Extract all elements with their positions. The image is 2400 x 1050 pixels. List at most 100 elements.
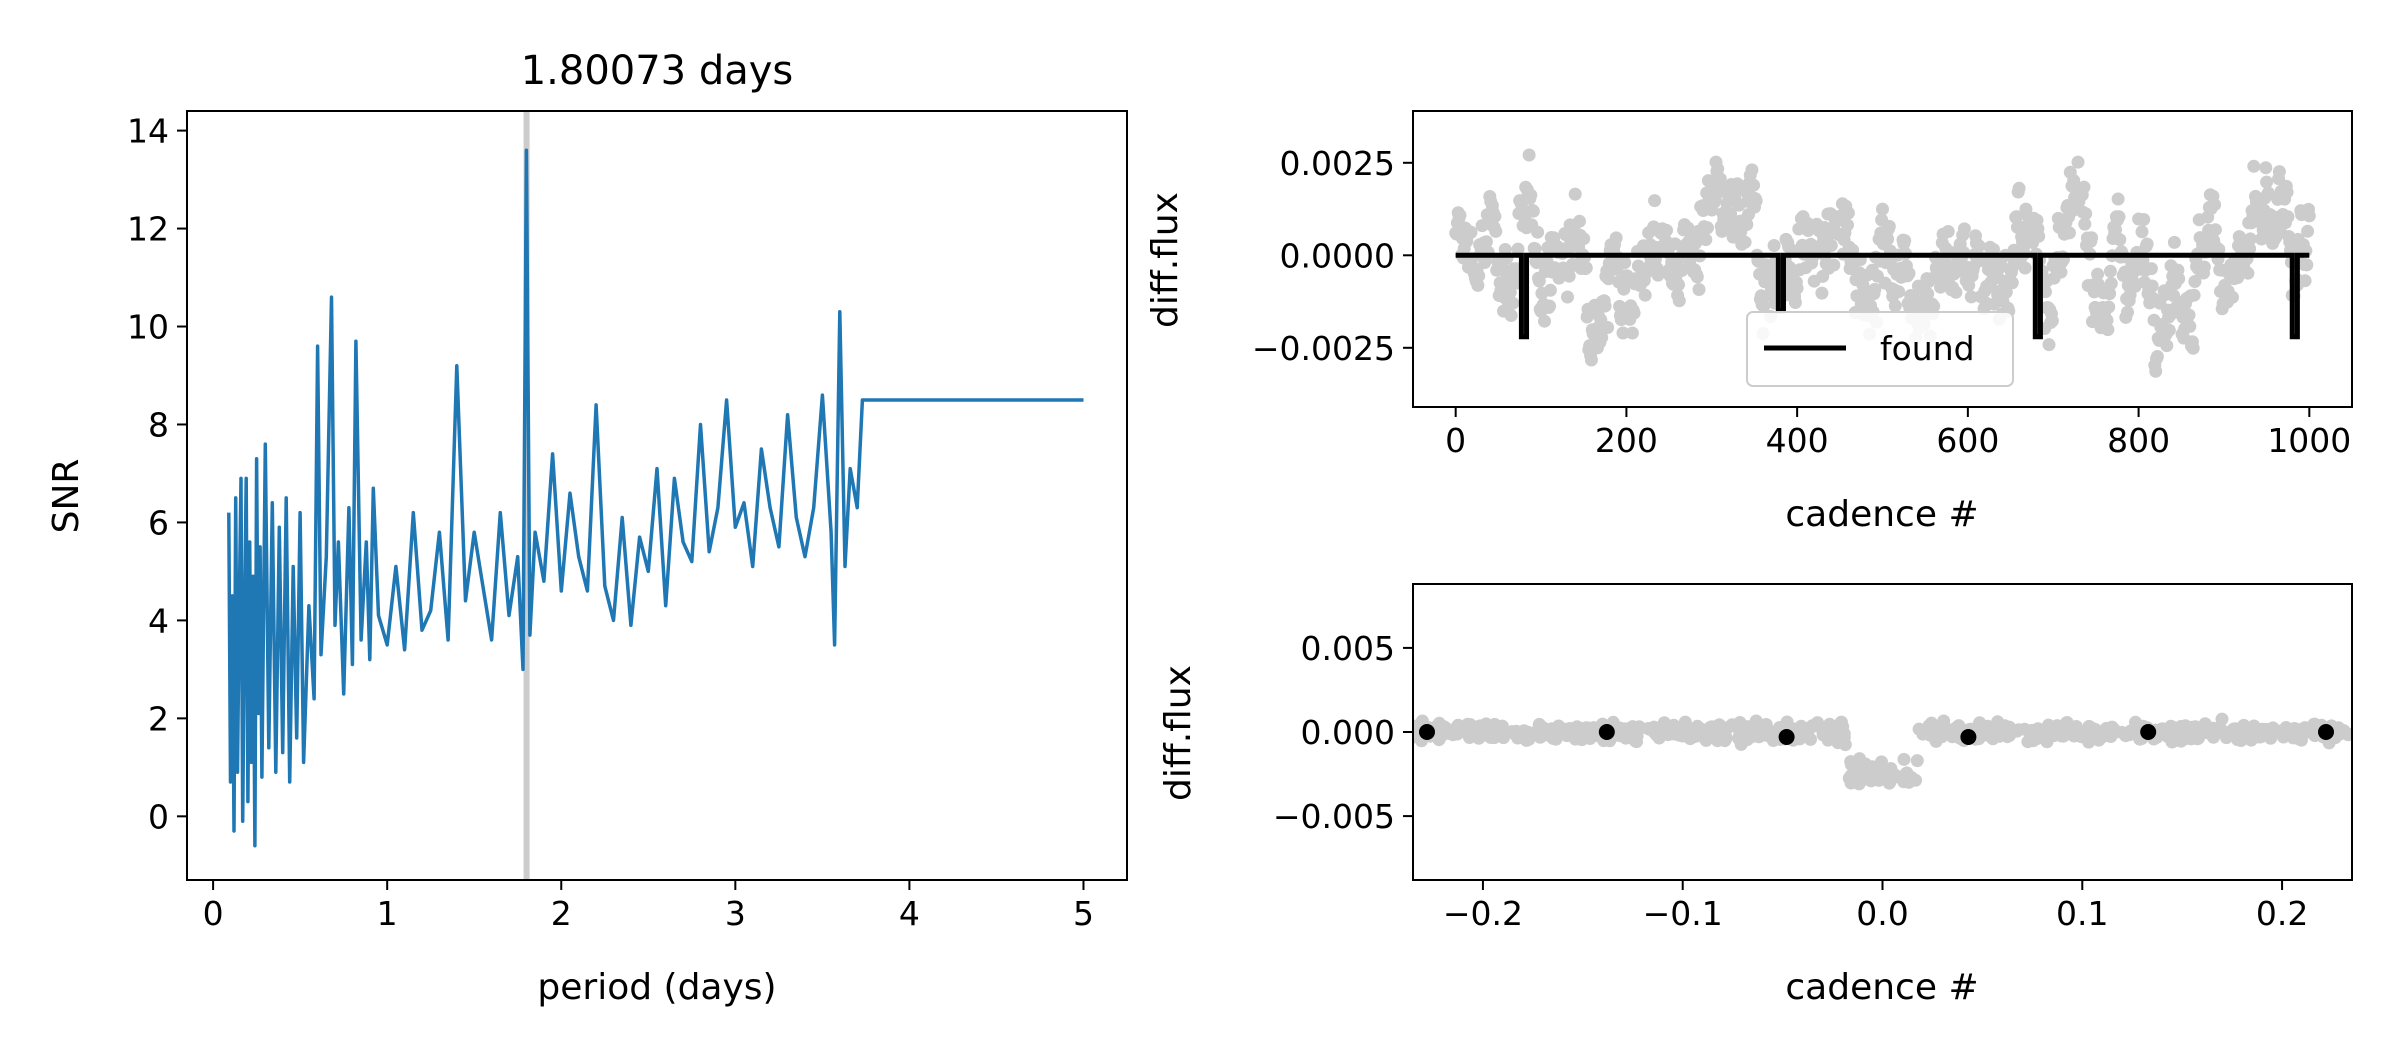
data-point <box>2177 726 2191 740</box>
data-point <box>2266 726 2280 740</box>
lightcurve-x-tick-label: 0 <box>1445 421 1466 460</box>
data-point <box>1543 283 1557 297</box>
data-point <box>1668 237 1682 251</box>
data-point <box>1981 723 1995 737</box>
data-point <box>1616 326 1630 340</box>
data-point <box>2085 231 2099 245</box>
lightcurve-x-tick-label: 800 <box>2107 421 2170 460</box>
data-point <box>2167 235 2181 249</box>
data-point <box>1511 242 1525 256</box>
folded-panel: −0.2 −0.1 0.0 0.1 0.2 0.005 0.000 −0.005 cadenc… <box>1158 583 2353 1008</box>
data-point <box>2208 198 2222 212</box>
folded-ticks: −0.2 −0.1 0.0 0.1 0.2 0.005 0.000 −0.005 <box>1273 629 2308 933</box>
data-point <box>2193 725 2207 739</box>
data-point <box>1528 242 1542 256</box>
data-point <box>2054 265 2068 279</box>
data-point <box>1598 299 1612 313</box>
data-point <box>1560 729 1574 743</box>
data-point <box>1531 225 1545 239</box>
periodogram-x-tick-label: 3 <box>725 894 746 933</box>
data-point <box>1552 719 1566 733</box>
data-point <box>1740 721 1754 735</box>
data-point <box>1638 288 1652 302</box>
periodogram-y-tick-label: 6 <box>148 503 169 542</box>
data-point <box>2240 730 2254 744</box>
lightcurve-panel: 0 200 400 600 800 1000 0.0025 0.0000 −0.0025 fou… <box>1145 110 2353 535</box>
folded-x-tick-label: −0.2 <box>1443 894 1523 933</box>
data-point <box>1711 162 1725 176</box>
data-point <box>1892 285 1906 299</box>
data-point <box>2298 274 2312 288</box>
data-point <box>1672 278 1685 292</box>
data-point <box>1532 274 1546 288</box>
data-point <box>1941 225 1955 238</box>
data-point <box>1713 172 1727 186</box>
lightcurve-y-tick-label: 0.0025 <box>1280 144 1395 183</box>
data-point <box>2113 233 2127 247</box>
data-point <box>2112 210 2126 224</box>
data-point <box>1868 282 1882 296</box>
lightcurve-frame <box>1412 110 2353 408</box>
data-point <box>2256 223 2270 237</box>
data-point <box>1472 269 1486 283</box>
data-point <box>2197 260 2211 274</box>
data-point <box>2243 232 2257 246</box>
data-point <box>2055 725 2069 739</box>
data-point <box>1539 723 1553 737</box>
folded-x-label: cadence # <box>1785 967 1978 1008</box>
data-point <box>1524 188 1538 202</box>
lightcurve-legend: found <box>1746 311 2014 387</box>
data-point <box>1898 771 1912 785</box>
data-point <box>1624 730 1638 743</box>
data-point <box>1488 209 1502 223</box>
data-point <box>1538 314 1551 328</box>
data-point <box>2145 279 2159 293</box>
data-point <box>2103 264 2117 278</box>
data-point <box>1957 222 1971 236</box>
data-point <box>2122 726 2136 740</box>
data-point <box>1701 221 1714 235</box>
binned-point <box>1598 724 1615 740</box>
data-point <box>1745 163 1759 177</box>
data-point <box>1660 223 1673 237</box>
lightcurve-x-label: cadence # <box>1785 494 1978 535</box>
data-point <box>1475 728 1489 742</box>
data-point <box>1927 299 1941 313</box>
data-point <box>1811 719 1825 733</box>
data-point <box>2259 161 2273 175</box>
binned-point <box>1960 729 1977 745</box>
periodogram-y-label: SNR <box>46 459 87 534</box>
lightcurve-y-tick-label: 0.0000 <box>1280 236 1395 275</box>
data-point <box>2300 258 2314 272</box>
periodogram-x-tick-label: 4 <box>899 894 920 933</box>
data-point <box>1921 287 1935 301</box>
snr-series-line <box>227 148 1084 848</box>
data-point <box>2226 290 2239 304</box>
periodogram-y-tick-label: 14 <box>127 112 169 151</box>
folded-points <box>1413 712 2352 791</box>
data-point <box>2111 192 2125 206</box>
data-point <box>1432 716 1446 730</box>
lightcurve-y-tick-label: −0.0025 <box>1252 329 1395 368</box>
data-point <box>2062 226 2076 240</box>
data-point <box>2150 350 2164 363</box>
data-point <box>1718 723 1731 737</box>
data-point <box>1584 353 1598 367</box>
data-point <box>2144 262 2158 276</box>
data-point <box>1902 266 1916 280</box>
data-point <box>1972 239 1986 253</box>
data-point <box>2096 725 2110 739</box>
data-point <box>2272 165 2286 179</box>
lightcurve-x-tick-label: 600 <box>1936 421 1999 460</box>
data-point <box>1602 272 1615 286</box>
folded-frame <box>1412 583 2353 881</box>
data-point <box>2172 272 2186 286</box>
periodogram-y-tick-label: 2 <box>148 699 169 738</box>
data-point <box>2077 180 2091 194</box>
data-point <box>1518 728 1532 742</box>
data-point <box>1882 219 1896 233</box>
data-point <box>2082 719 2096 733</box>
periodogram-y-tick-label: 12 <box>127 210 169 249</box>
